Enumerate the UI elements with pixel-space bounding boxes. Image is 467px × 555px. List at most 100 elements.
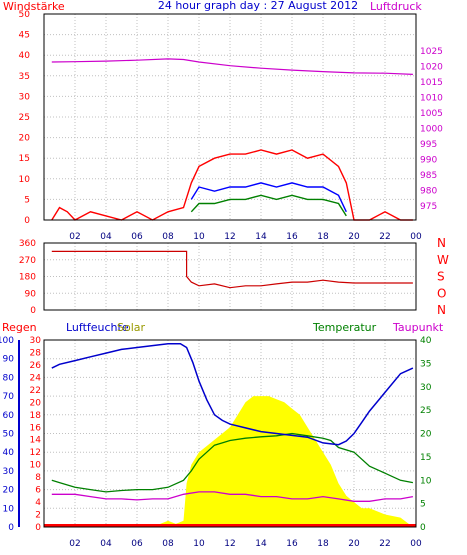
rain-tick-label: 10 [30, 461, 42, 471]
rain-tick-label: 24 [30, 373, 42, 383]
rain-tick-label: 6 [35, 486, 41, 496]
pressure-tick-label: 1010 [420, 94, 443, 104]
direction-tick-label: 270 [19, 256, 36, 266]
wind-tick-label: 40 [19, 51, 31, 61]
humidity-tick-label: 100 [0, 336, 14, 346]
wind-tick-label: 5 [24, 195, 30, 205]
wind-axis-label: Windstärke [3, 0, 65, 13]
x-tick-label: 14 [255, 232, 267, 242]
temperature-tick-label: 35 [420, 359, 431, 369]
temperature-axis-label: Temperatur [312, 321, 377, 334]
humidity-line [51, 342, 414, 446]
direction-tick-label: 0 [30, 306, 36, 316]
x-tick-label: 22 [379, 232, 390, 242]
humidity-tick-label: 10 [3, 504, 15, 514]
direction-panel-frame [43, 242, 417, 311]
wind-tick-label: 35 [19, 72, 30, 82]
x-tick-label: 06 [131, 539, 143, 549]
temperature-tick-label: 5 [420, 500, 426, 510]
compass-tick-label: S [437, 270, 445, 284]
rain-tick-label: 28 [30, 348, 42, 358]
temperature-tick-label: 40 [420, 336, 432, 346]
pressure-axis-label: Luftdruck [370, 0, 422, 13]
x-tick-label: 22 [379, 539, 390, 549]
wind-tick-label: 50 [19, 10, 31, 20]
x-tick-label: 02 [69, 539, 80, 549]
humidity-tick-label: 80 [3, 373, 15, 383]
rain-tick-label: 22 [30, 386, 41, 396]
direction-tick-label: 360 [19, 239, 36, 249]
series-layer [44, 58, 416, 527]
humidity-tick-label: 0 [8, 523, 14, 533]
x-tick-label: 10 [193, 539, 205, 549]
rain-tick-label: 4 [35, 498, 41, 508]
dewpoint-axis-label: Taupunkt [392, 321, 444, 334]
x-tick-label: 00 [410, 232, 422, 242]
x-tick-label: 04 [100, 232, 112, 242]
pressure-tick-label: 1005 [420, 109, 443, 119]
x-tick-label: 18 [317, 539, 329, 549]
temperature-tick-label: 25 [420, 406, 431, 416]
wind-speed-line [190, 194, 347, 217]
temperature-tick-label: 15 [420, 453, 431, 463]
gust-line [51, 149, 413, 221]
pressure-tick-label: 1025 [420, 47, 443, 57]
x-tick-label: 02 [69, 232, 80, 242]
wind-tick-label: 15 [19, 154, 30, 164]
x-tick-label: 16 [286, 232, 298, 242]
x-tick-label: 16 [286, 539, 298, 549]
rain-baseline [44, 524, 416, 527]
humidity-tick-label: 60 [3, 411, 15, 421]
wind-average-line [190, 182, 347, 213]
direction-tick-label: 90 [25, 289, 37, 299]
wind-tick-label: 10 [19, 175, 31, 185]
humidity-tick-label: 30 [3, 467, 15, 477]
pressure-tick-label: 1020 [420, 63, 443, 73]
temperature-tick-label: 30 [420, 383, 432, 393]
dewpoint-line [51, 491, 414, 502]
temperature-tick-label: 20 [420, 430, 432, 440]
tick-layer: 0510152025303540455097598098599099510001… [0, 10, 449, 549]
solar-area [51, 396, 413, 527]
rain-tick-label: 16 [30, 423, 42, 433]
humidity-tick-label: 70 [3, 392, 15, 402]
humidity-tick-label: 40 [3, 448, 15, 458]
compass-tick-label: W [437, 253, 449, 267]
rain-tick-label: 20 [30, 398, 42, 408]
wind-tick-label: 45 [19, 31, 30, 41]
frame-layer [18, 13, 417, 528]
pressure-line [51, 58, 413, 75]
wind-panel-frame [43, 13, 417, 221]
solar-axis-label: Solar [117, 321, 146, 334]
rain-tick-label: 14 [30, 436, 42, 446]
x-tick-label: 00 [410, 539, 422, 549]
wind-tick-label: 25 [19, 113, 30, 123]
pressure-tick-label: 1000 [420, 125, 443, 135]
compass-tick-label: N [437, 236, 446, 250]
direction-tick-label: 180 [19, 273, 36, 283]
rain-tick-label: 12 [30, 448, 41, 458]
direction-line [51, 250, 413, 289]
rain-tick-label: 2 [35, 511, 41, 521]
rain-tick-label: 30 [30, 336, 42, 346]
humidity-tick-label: 20 [3, 486, 15, 496]
rain-tick-label: 0 [35, 523, 41, 533]
x-tick-label: 08 [162, 232, 174, 242]
humidity-axis-label: Luftfeuchte [66, 321, 129, 334]
pressure-tick-label: 980 [420, 187, 437, 197]
pressure-tick-label: 990 [420, 156, 437, 166]
wind-tick-label: 30 [19, 92, 31, 102]
x-tick-label: 18 [317, 232, 329, 242]
compass-tick-label: N [437, 303, 446, 317]
x-tick-label: 06 [131, 232, 143, 242]
humidity-tick-label: 90 [3, 355, 15, 365]
rain-axis-label: Regen [2, 321, 37, 334]
x-tick-label: 10 [193, 232, 205, 242]
temperature-tick-label: 0 [420, 523, 426, 533]
x-tick-label: 20 [348, 232, 360, 242]
weather-panel-frame [43, 339, 417, 528]
wind-tick-label: 0 [24, 216, 30, 226]
temperature-tick-label: 10 [420, 476, 432, 486]
x-tick-label: 14 [255, 539, 267, 549]
